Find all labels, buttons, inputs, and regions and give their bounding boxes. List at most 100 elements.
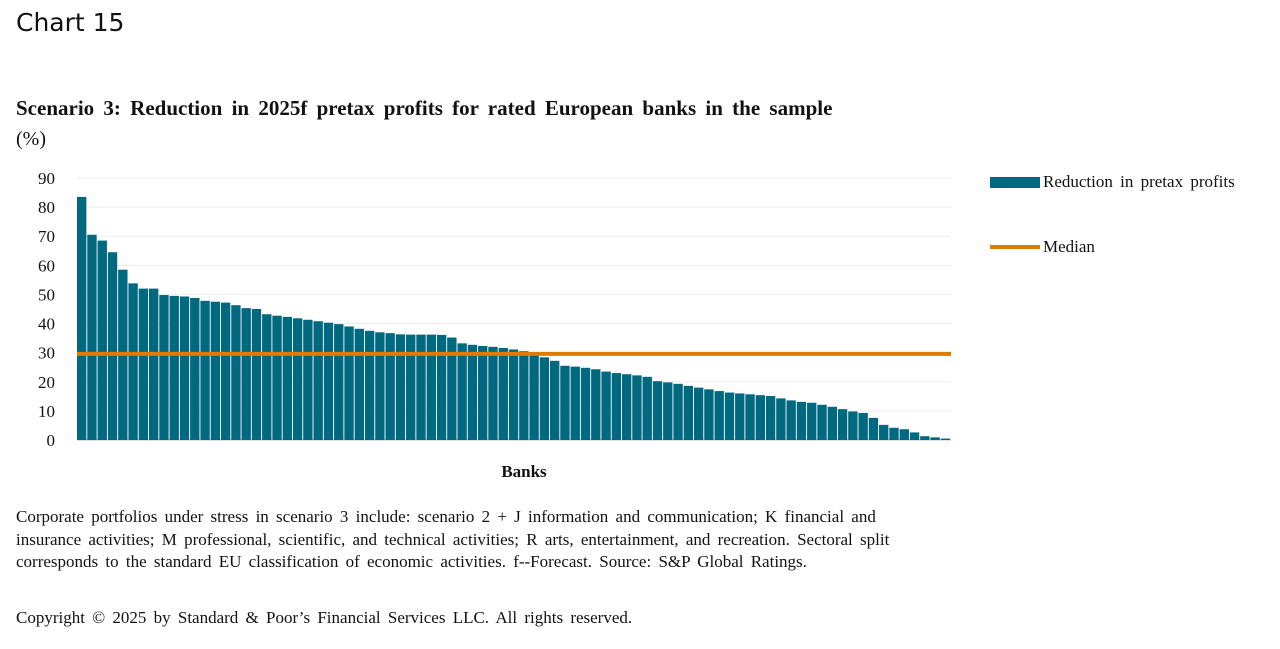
legend-label-reduction: Reduction in pretax profits: [1043, 172, 1235, 191]
bar: [478, 345, 488, 440]
bar: [354, 328, 364, 440]
bar: [889, 427, 899, 440]
bar: [591, 369, 601, 440]
bar: [262, 314, 272, 440]
bar: [385, 333, 395, 440]
bar: [652, 381, 663, 440]
bar: [77, 196, 87, 440]
bar: [549, 360, 560, 440]
chart-title: Scenario 3: Reduction in 2025f pretax pr…: [16, 96, 833, 120]
bar: [200, 300, 210, 440]
bar: [128, 283, 138, 440]
bar: [375, 332, 385, 440]
bar: [879, 424, 889, 440]
bar: [765, 396, 776, 440]
legend-label-median: Median: [1043, 237, 1095, 256]
page-title: Chart 15: [16, 8, 125, 37]
bar: [344, 326, 354, 440]
y-tick-label: 60: [38, 256, 55, 275]
bar: [920, 436, 930, 440]
bar: [488, 346, 498, 440]
bar: [529, 355, 539, 440]
y-tick-label: 40: [38, 315, 55, 334]
bar: [313, 321, 323, 440]
bar: [704, 389, 714, 440]
chart-subtitle: (%): [16, 128, 46, 150]
bar: [436, 334, 447, 440]
bar: [930, 437, 940, 440]
bar: [87, 234, 97, 440]
legend-item-median: Median: [990, 237, 1095, 257]
bar: [498, 348, 508, 440]
bar: [817, 404, 827, 440]
x-axis-label: Banks: [501, 462, 547, 481]
y-tick-label: 30: [38, 344, 55, 363]
bar: [755, 395, 766, 440]
bar: [693, 387, 704, 440]
bar: [107, 252, 118, 440]
legend-item-reduction: Reduction in pretax profits: [990, 172, 1235, 192]
bar: [241, 308, 251, 440]
bar: [334, 324, 344, 440]
bar: [138, 288, 149, 440]
bar: [909, 432, 920, 440]
y-tick-label: 20: [38, 373, 55, 392]
bar: [426, 334, 436, 440]
bar: [858, 412, 868, 440]
bar: [539, 357, 550, 440]
bar: [580, 367, 591, 440]
bar: [467, 344, 478, 440]
bar: [570, 366, 580, 440]
bar: [508, 349, 519, 440]
bar: [807, 402, 817, 440]
legend-swatch-bar: [990, 176, 1040, 188]
bar: [282, 316, 293, 440]
bar: [159, 295, 169, 440]
bar: [632, 375, 642, 440]
bar: [231, 305, 241, 440]
y-tick-label: 50: [38, 285, 55, 304]
bar: [97, 240, 107, 440]
bar: [735, 393, 745, 440]
bar: [179, 296, 190, 440]
y-tick-label: 90: [38, 169, 55, 188]
copyright: Copyright © 2025 by Standard & Poor’s Fi…: [16, 608, 633, 627]
bars: [77, 196, 951, 440]
bar: [776, 398, 786, 440]
bar: [323, 322, 334, 440]
bar: [796, 401, 807, 440]
bar: [210, 301, 221, 440]
bar: [148, 288, 159, 440]
bar: [868, 417, 879, 440]
bar: [416, 334, 426, 440]
y-tick-label: 10: [38, 402, 55, 421]
bar: [457, 343, 467, 440]
bar-chart: 0 10 20 30 40 50 60 70 80 90 Banks: [38, 169, 951, 481]
y-axis-ticks: 0 10 20 30 40 50 60 70 80 90: [38, 169, 55, 450]
bar: [786, 400, 796, 440]
bar: [663, 382, 673, 440]
y-tick-label: 0: [47, 431, 56, 450]
bar: [406, 334, 416, 440]
y-tick-label: 80: [38, 198, 55, 217]
bar: [714, 391, 724, 440]
bar: [447, 337, 457, 440]
y-tick-label: 70: [38, 227, 55, 246]
bar: [272, 315, 282, 440]
bar: [642, 376, 652, 440]
footnote: Corporate portfolios under stress in sce…: [16, 507, 890, 571]
bar: [683, 385, 694, 440]
bar: [940, 438, 951, 440]
bar: [621, 374, 632, 440]
bar: [837, 409, 848, 440]
bar: [303, 319, 313, 440]
bar: [395, 334, 406, 440]
bar: [673, 383, 683, 440]
bar: [560, 365, 570, 440]
bar: [251, 309, 262, 440]
legend-swatch-line: [990, 245, 1040, 249]
bar: [292, 318, 303, 440]
bar: [519, 351, 529, 440]
bar: [899, 429, 909, 440]
bar: [364, 330, 375, 440]
